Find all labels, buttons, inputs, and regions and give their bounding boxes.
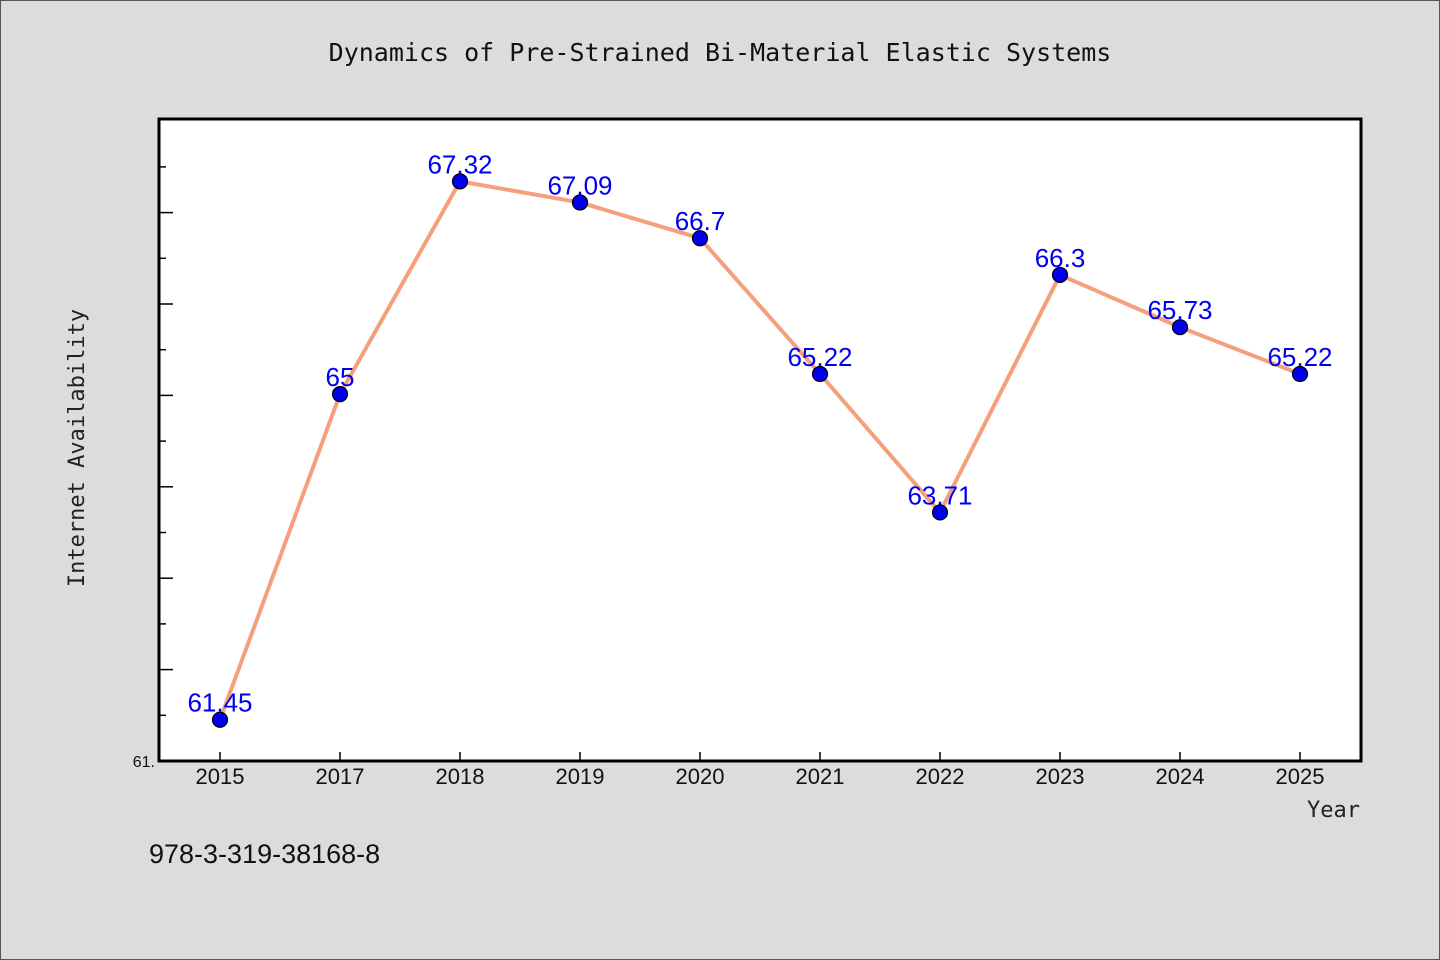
data-label: 67.32 [427, 149, 492, 179]
data-point [1291, 365, 1309, 383]
x-axis-ticks [219, 752, 1301, 761]
x-tick-label: 2015 [196, 764, 245, 789]
data-point [331, 386, 349, 403]
data-point [1171, 319, 1189, 336]
x-tick-label: 2024 [1156, 764, 1205, 789]
data-point [451, 173, 469, 190]
x-tick-label: 2023 [1036, 764, 1085, 789]
data-label: 66.7 [675, 206, 726, 236]
data-point [931, 504, 949, 521]
y-axis-label: Internet Availability [65, 309, 90, 587]
chart-title: Dynamics of Pre-Strained Bi-Material Ela… [329, 38, 1112, 67]
data-labels: 61.45 65 67.32 67.09 66.7 65.22 63.71 66.3 65.73… [187, 149, 1332, 717]
y-axis-ticks [159, 166, 173, 762]
y-tick-label: 61. [133, 754, 155, 771]
data-point [691, 230, 709, 247]
data-label: 61.45 [187, 688, 252, 718]
x-tick-label: 2020 [676, 764, 725, 789]
x-axis-label: Year [1307, 798, 1360, 823]
data-point [1051, 266, 1069, 284]
data-label: 65.73 [1147, 295, 1212, 325]
data-label: 65 [326, 362, 355, 392]
data-point [211, 711, 229, 728]
x-axis-tick-labels: 2015 2017 2018 2019 2020 2021 2022 2023 2024 2025 [196, 764, 1325, 789]
x-tick-label: 2019 [556, 764, 605, 789]
data-label: 67.09 [547, 170, 612, 200]
data-label: 66.3 [1035, 243, 1086, 273]
series-line-group [218, 179, 1301, 721]
x-tick-label: 2017 [316, 764, 365, 789]
series-line [218, 179, 1301, 721]
plot-area [157, 117, 1363, 763]
footer-code: 978-3-319-38168-8 [149, 839, 380, 869]
data-label: 65.22 [787, 342, 852, 372]
x-tick-label: 2022 [916, 764, 965, 789]
data-label: 63.71 [907, 480, 972, 510]
x-tick-label: 2025 [1276, 764, 1325, 789]
data-label: 65.22 [1267, 342, 1332, 372]
data-point [571, 194, 589, 211]
data-point [811, 365, 829, 383]
x-tick-label: 2018 [436, 764, 485, 789]
x-tick-label: 2021 [796, 764, 845, 789]
series-markers [211, 173, 1309, 728]
